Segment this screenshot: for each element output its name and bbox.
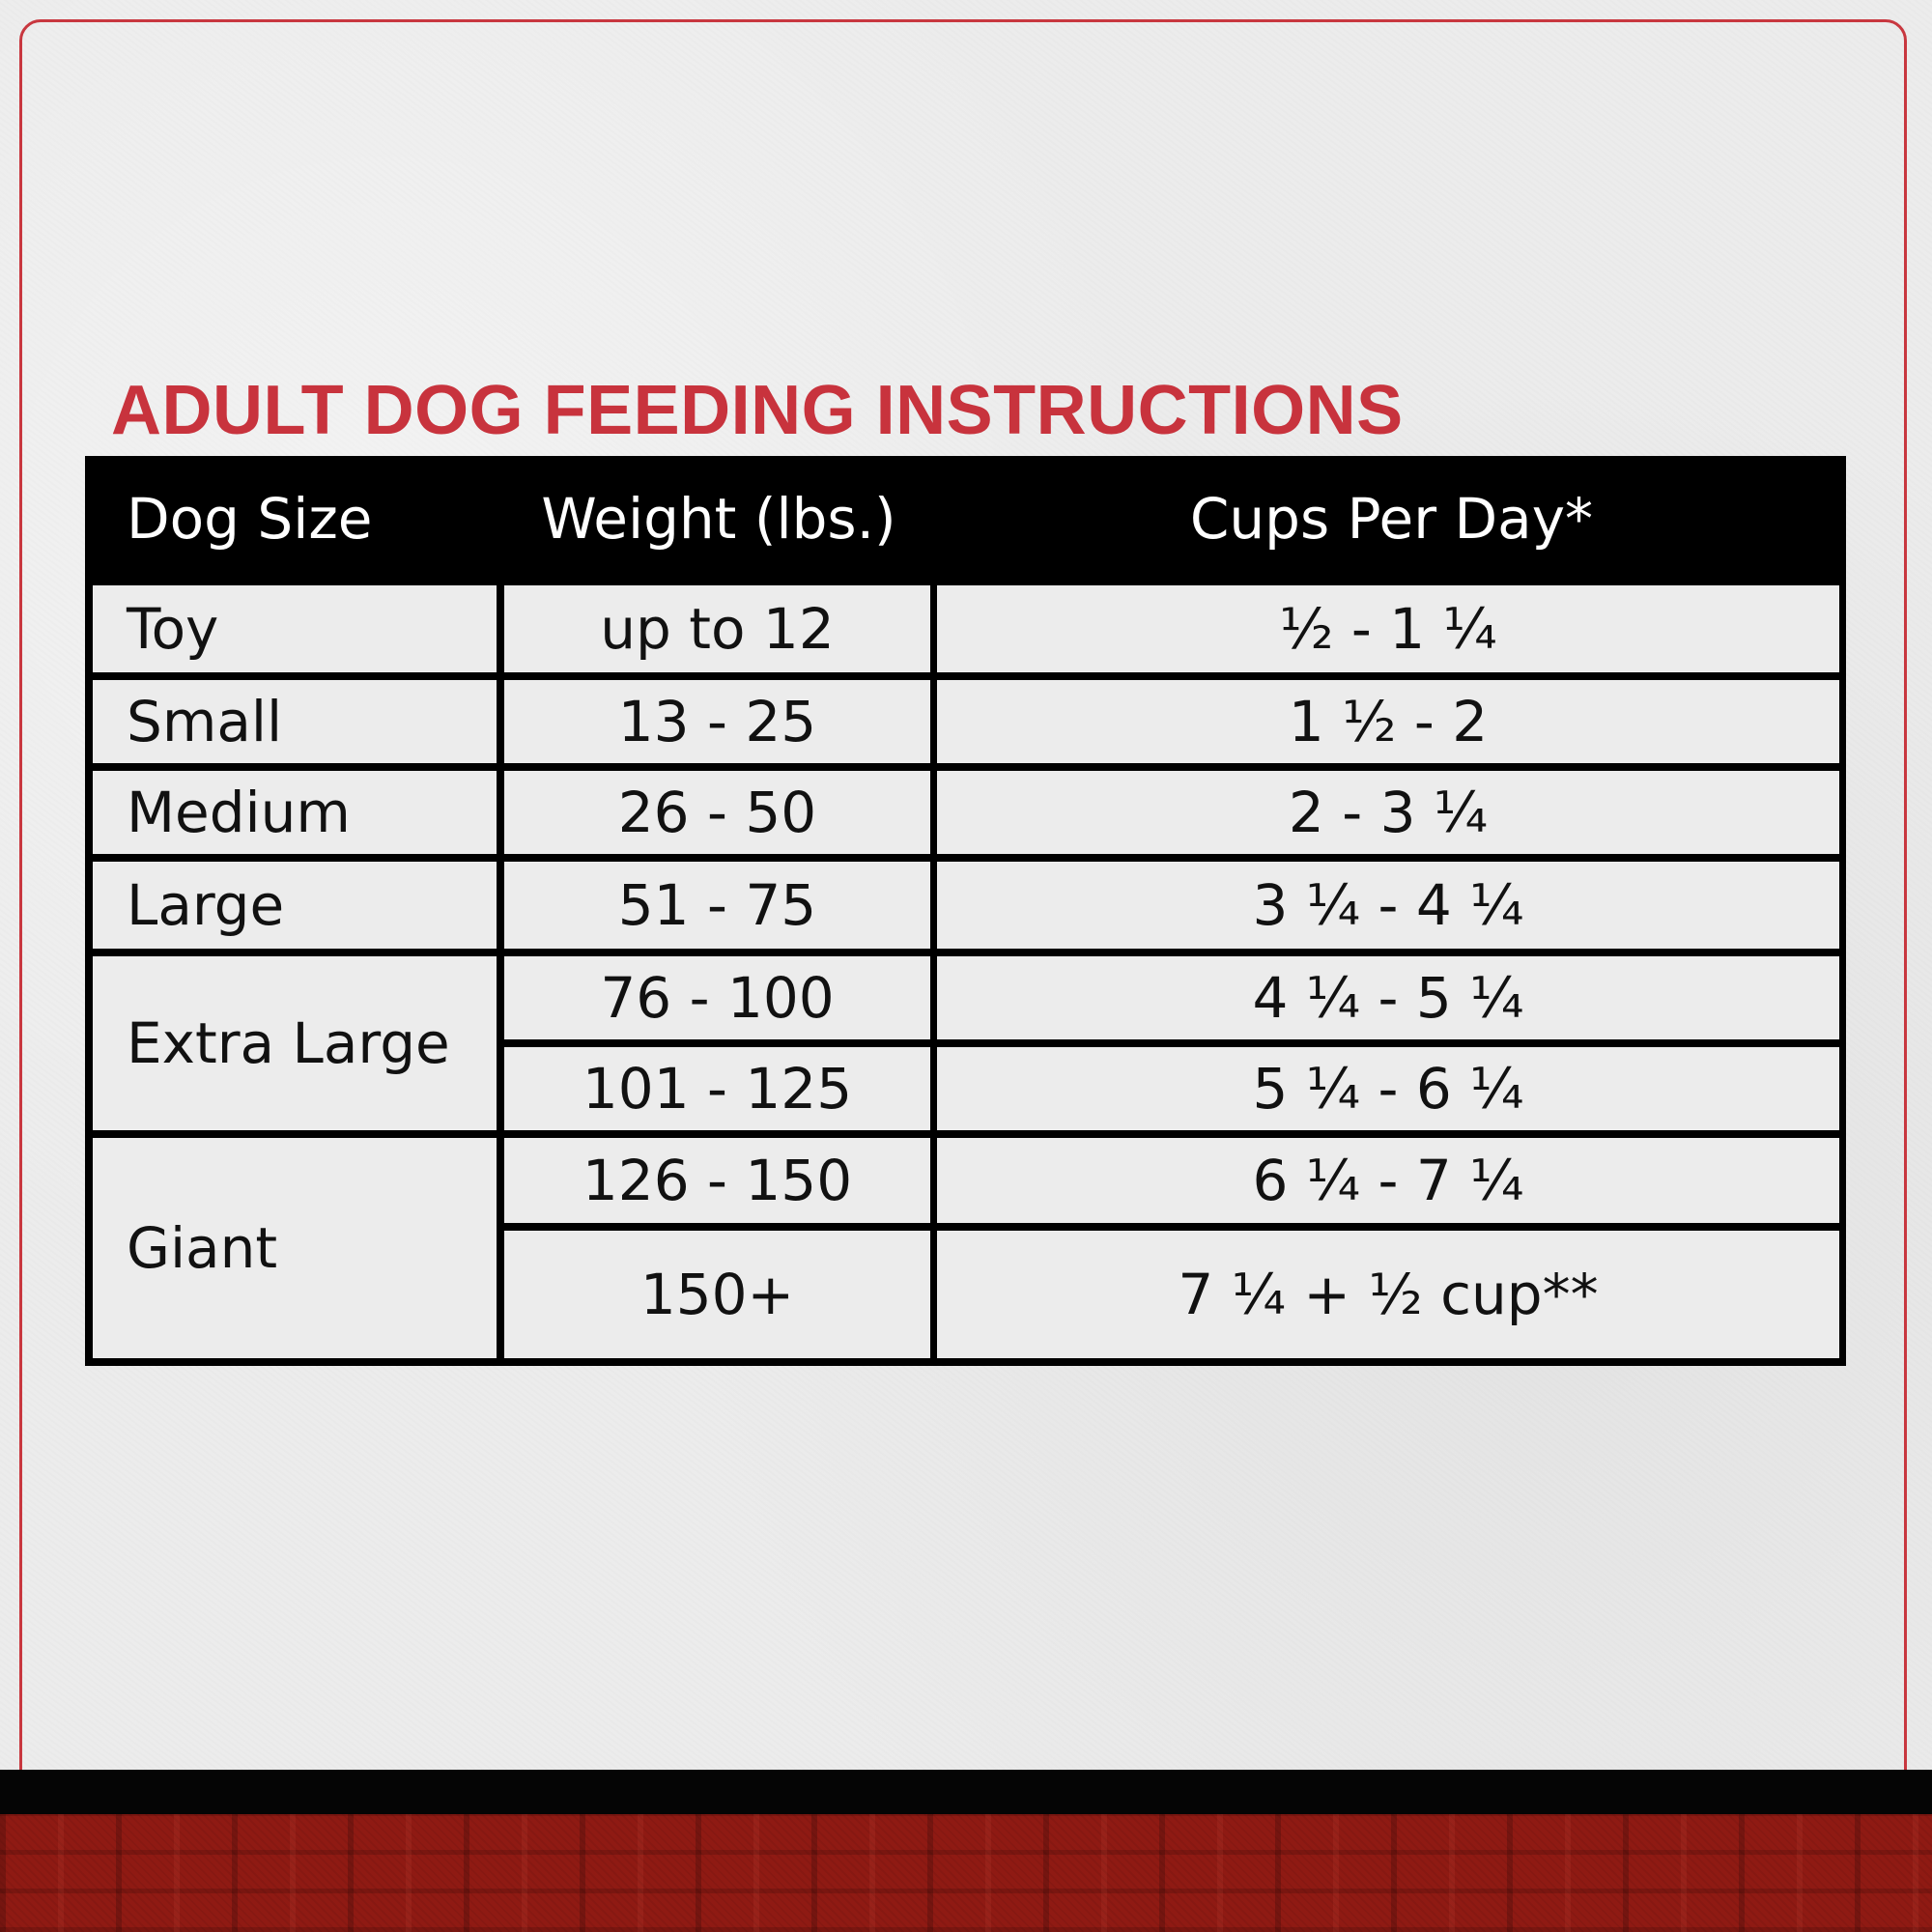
table-cell-weight: 51 - 75	[504, 862, 930, 949]
table-cell-weight: up to 12	[504, 585, 930, 672]
table-cell-cups: ½ - 1 ¼	[937, 585, 1839, 672]
table-cell-size: Toy	[93, 585, 497, 672]
header-cups-per-day: Cups Per Day*	[1189, 486, 1594, 552]
table-cell-weight: 26 - 50	[504, 771, 930, 854]
table-cell-cups: 1 ½ - 2	[937, 680, 1839, 763]
table-cell-size: Medium	[93, 771, 497, 854]
table-cell-cups: 3 ¼ - 4 ¼	[937, 862, 1839, 949]
page-title: ADULT DOG FEEDING INSTRUCTIONS	[111, 372, 1404, 449]
table-cell-size: Giant	[93, 1138, 497, 1358]
footer-plaid-band	[0, 1814, 1932, 1932]
table-cell-cups: 2 - 3 ¼	[937, 771, 1839, 854]
feeding-table: Dog Size Weight (lbs.) Cups Per Day* Toy…	[85, 456, 1846, 1366]
table-cell-cups: 7 ¼ + ½ cup**	[937, 1231, 1839, 1358]
table-cell-weight: 150+	[504, 1231, 930, 1358]
header-dog-size: Dog Size	[127, 486, 373, 552]
table-cell-cups: 4 ¼ - 5 ¼	[937, 956, 1839, 1039]
table-cell-size: Large	[93, 862, 497, 949]
table-cell-cups: 5 ¼ - 6 ¼	[937, 1047, 1839, 1130]
table-cell-size: Small	[93, 680, 497, 763]
table-cell-weight: 76 - 100	[504, 956, 930, 1039]
table-cell-cups: 6 ¼ - 7 ¼	[937, 1138, 1839, 1223]
table-cell-weight: 101 - 125	[504, 1047, 930, 1130]
table-cell-size: Extra Large	[93, 956, 497, 1130]
table-cell-weight: 126 - 150	[504, 1138, 930, 1223]
header-weight: Weight (lbs.)	[541, 486, 896, 552]
footer-black-band	[0, 1770, 1932, 1814]
table-cell-weight: 13 - 25	[504, 680, 930, 763]
